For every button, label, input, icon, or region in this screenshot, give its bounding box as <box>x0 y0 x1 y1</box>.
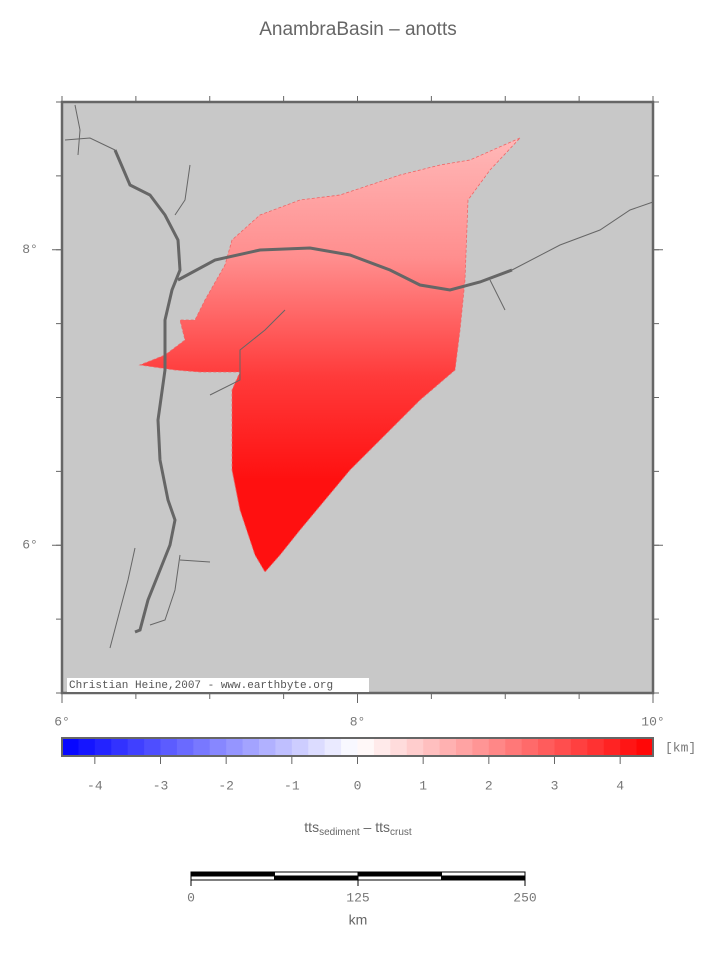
label-part: crust <box>390 827 412 838</box>
basin <box>138 137 521 573</box>
scale-unit: km <box>349 912 368 928</box>
lon-tick-label: 10° <box>641 714 664 729</box>
colorbar-cell <box>423 738 441 756</box>
lat-tick-label: 8° <box>22 242 38 257</box>
lat-tick-label: 6° <box>22 538 38 553</box>
label-part: tts <box>375 819 390 835</box>
scale-segment <box>274 875 359 881</box>
colorbar-tick-label: 0 <box>354 778 362 793</box>
colorbar-cell <box>603 738 621 756</box>
scale-segment <box>190 875 275 881</box>
colorbar-cell <box>439 738 457 756</box>
colorbar-cell <box>160 738 178 756</box>
colorbar-tick-label: 4 <box>616 778 624 793</box>
lon-tick-label: 8° <box>350 714 366 729</box>
colorbar-cell <box>554 738 572 756</box>
title: AnambraBasin – anotts <box>259 19 457 40</box>
colorbar-cell <box>111 738 129 756</box>
colorbar-cell <box>538 738 555 756</box>
colorbar-cell <box>291 738 309 756</box>
label-part: sediment <box>319 827 360 838</box>
colorbar-tick-label: 3 <box>551 778 559 793</box>
colorbar-cell <box>144 738 161 756</box>
colorbar-cell <box>373 738 391 756</box>
scale-segment <box>441 871 526 877</box>
scale-segment <box>441 875 526 881</box>
colorbar-cell <box>472 738 490 756</box>
colorbar-tick-label: 1 <box>419 778 427 793</box>
colorbar-cell <box>259 738 276 756</box>
credit: Christian Heine,2007 - www.earthbyte.org <box>69 680 333 692</box>
lon-tick-label: 6° <box>54 714 70 729</box>
colorbar-tick-label: -2 <box>218 778 234 793</box>
colorbar-cell <box>62 738 79 756</box>
scale-tick-label: 250 <box>513 890 536 905</box>
colorbar-cell <box>357 738 375 756</box>
colorbar-cell <box>390 738 408 756</box>
colorbar-tick-label: -1 <box>284 778 300 793</box>
rivers <box>64 104 654 649</box>
colorbar-label: ttssediment – ttscrust <box>304 819 412 838</box>
colorbar-cell <box>176 738 194 756</box>
colorbar-cell <box>488 738 506 756</box>
colorbar-cell <box>127 738 145 756</box>
colorbar-cell <box>620 738 638 756</box>
colorbar-cell <box>341 738 358 756</box>
colorbar-cell <box>226 738 244 756</box>
colorbar-cell <box>406 738 424 756</box>
colorbar-cell <box>209 738 227 756</box>
colorbar-cell <box>505 738 523 756</box>
colorbar-cell <box>275 738 293 756</box>
colorbar-cell <box>521 738 539 756</box>
colorbar-cell <box>570 738 588 756</box>
colorbar-cell <box>242 738 260 756</box>
colorbar-cell <box>308 738 326 756</box>
credit-box <box>67 678 369 692</box>
scale-segment <box>274 871 359 877</box>
scale-tick-label: 125 <box>346 890 369 905</box>
colorbar-tick-label: -3 <box>153 778 169 793</box>
colorbar-cell <box>94 738 112 756</box>
colorbar-cell <box>193 738 211 756</box>
colorbar-cell <box>456 738 473 756</box>
colorbar-cell <box>324 738 342 756</box>
scale-segment <box>190 871 275 877</box>
colorbar-tick-label: 2 <box>485 778 493 793</box>
colorbar-cell <box>587 738 605 756</box>
label-part: – <box>360 819 376 835</box>
scale-tick-label: 0 <box>187 890 195 905</box>
scale-segment <box>357 875 442 881</box>
colorbar-cell <box>636 738 654 756</box>
colorbar-cell <box>78 738 96 756</box>
colorbar-unit: [km] <box>665 740 696 755</box>
colorbar-tick-label: -4 <box>87 778 103 793</box>
label-part: tts <box>304 819 319 835</box>
scale-segment <box>357 871 442 877</box>
